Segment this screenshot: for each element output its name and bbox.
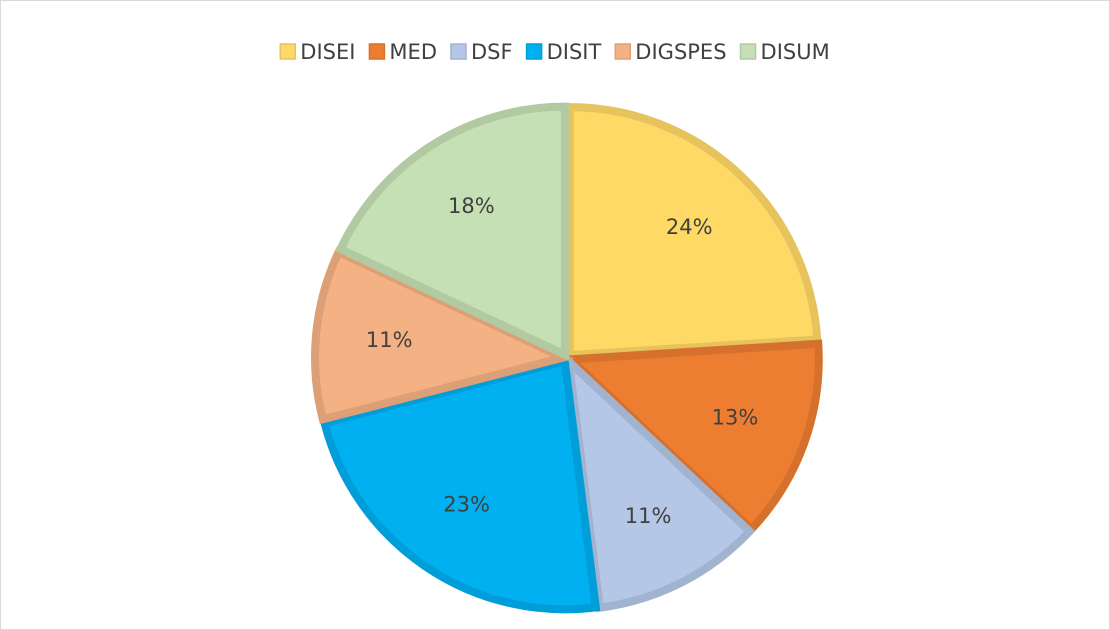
pie-slice xyxy=(565,103,822,360)
legend-label: DIGSPES xyxy=(635,40,726,64)
legend-swatch xyxy=(614,43,632,60)
data-label: 23% xyxy=(443,493,490,517)
data-label: 11% xyxy=(625,504,672,528)
legend-swatch xyxy=(368,43,386,60)
pie-slice xyxy=(319,356,601,614)
legend: DISEI MED DSF DISIT DIGSPES DISUM xyxy=(279,40,830,64)
pie: 24% 13% 11% 23% 11% 18% xyxy=(311,102,823,614)
pie-slice xyxy=(563,351,756,613)
legend-swatch xyxy=(739,43,757,60)
legend-label: DISUM xyxy=(761,40,830,64)
legend-swatch xyxy=(525,43,543,60)
legend-label: MED xyxy=(389,40,437,64)
data-label: 18% xyxy=(448,194,495,218)
legend-swatch xyxy=(450,43,467,60)
data-label: 24% xyxy=(666,215,713,239)
legend-swatch xyxy=(279,43,297,60)
legend-label: DISIT xyxy=(547,40,602,64)
pie-slice xyxy=(561,339,823,535)
data-label: 13% xyxy=(712,405,759,429)
data-label: 11% xyxy=(366,328,413,352)
pie-slice xyxy=(311,246,575,425)
legend-label: DISEI xyxy=(300,40,355,64)
pie-slice xyxy=(335,102,569,361)
legend-label: DSF xyxy=(471,40,513,64)
